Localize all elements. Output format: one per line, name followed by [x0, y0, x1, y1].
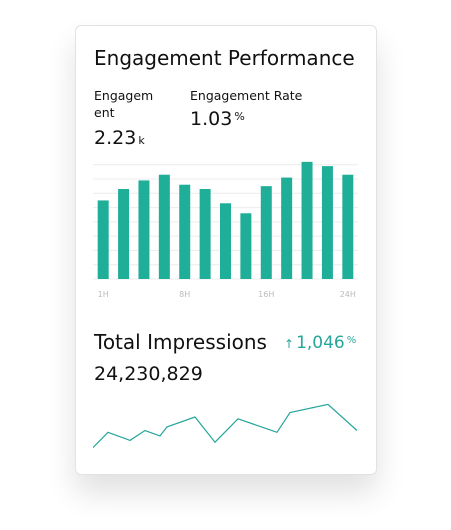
- bar: [301, 161, 313, 279]
- metric-label: Engagement: [94, 88, 154, 120]
- metric-label: Engagement Rate: [190, 88, 303, 103]
- bar: [179, 184, 191, 279]
- bar: [118, 189, 130, 279]
- bar: [260, 186, 272, 279]
- impressions-label: Total Impressions: [94, 330, 267, 354]
- metric: 1.03%: [190, 108, 245, 130]
- metric-unit: %: [234, 110, 245, 123]
- metric-unit: k: [138, 134, 145, 147]
- bar: [281, 177, 293, 279]
- sparkline: [93, 403, 358, 449]
- card: Engagement Performance Engagement 2.23 k …: [75, 25, 377, 475]
- impressions-change: ↑ 1,046%: [284, 333, 356, 353]
- bar: [199, 189, 211, 279]
- bar: [97, 200, 109, 279]
- metric-value: 2.23: [94, 127, 137, 149]
- arrow: ↑: [284, 337, 295, 351]
- bar: [240, 213, 252, 279]
- metric-value: 1.03: [190, 108, 233, 130]
- line: [93, 403, 358, 449]
- x-tick-label: 8H: [179, 290, 190, 299]
- impressions-value: 24,230,829: [94, 363, 203, 385]
- x-tick-label: 24H: [340, 290, 356, 299]
- bar: [158, 174, 170, 279]
- bar: [321, 166, 333, 279]
- change-value: 1,046: [296, 333, 345, 353]
- change-unit: %: [346, 335, 357, 346]
- bar: [342, 174, 354, 279]
- metric: 2.23 k: [94, 127, 145, 149]
- bar-chart: 1H 8H 16H 24H: [93, 161, 358, 299]
- x-tick-label: 1H: [98, 290, 109, 299]
- bar: [220, 203, 231, 279]
- x-tick-label: 16H: [258, 290, 274, 299]
- bar: [138, 180, 150, 279]
- card-title: Engagement Performance: [94, 46, 355, 70]
